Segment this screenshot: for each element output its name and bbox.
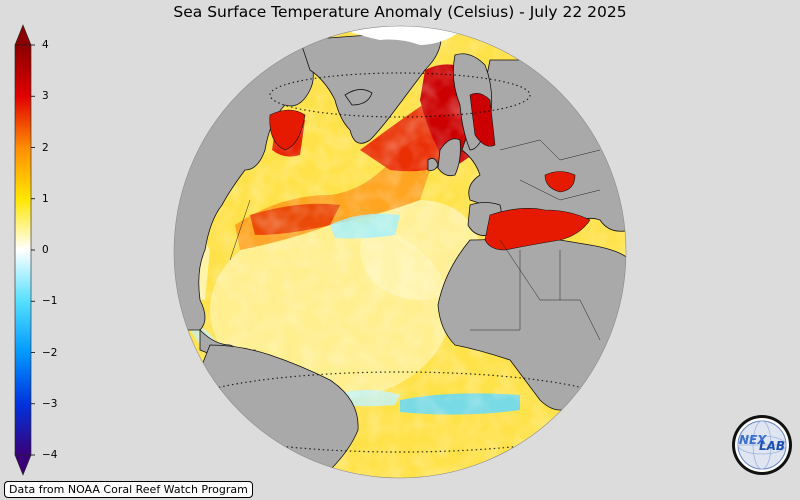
colorbar-tick-label: 3 [42,90,49,103]
colorbar-tick-label: −4 [42,449,58,461]
sst-field [174,26,626,478]
colorbar-tick-label: 0 [42,244,49,256]
nexlab-logo: NEX LAB [732,415,792,475]
colorbar-min-arrow [14,454,32,476]
colorbar-tick-label: −2 [42,346,58,359]
colorbar [14,24,35,476]
data-credit: Data from NOAA Coral Reef Watch Program [4,481,253,498]
chart-title: Sea Surface Temperature Anomaly (Celsius… [173,3,627,21]
colorbar-tick-label: 1 [42,192,49,205]
colorbar-tick-label: 4 [42,39,49,51]
colorbar-tick-label: 2 [42,141,49,154]
colorbar-tick-label: −3 [42,397,58,410]
colorbar-gradient [14,44,32,456]
colorbar-tick-label: −1 [42,295,58,308]
colorbar-max-arrow [14,24,32,46]
logo-text-right: LAB [759,439,785,453]
logo-text-left: NEX [739,433,767,447]
